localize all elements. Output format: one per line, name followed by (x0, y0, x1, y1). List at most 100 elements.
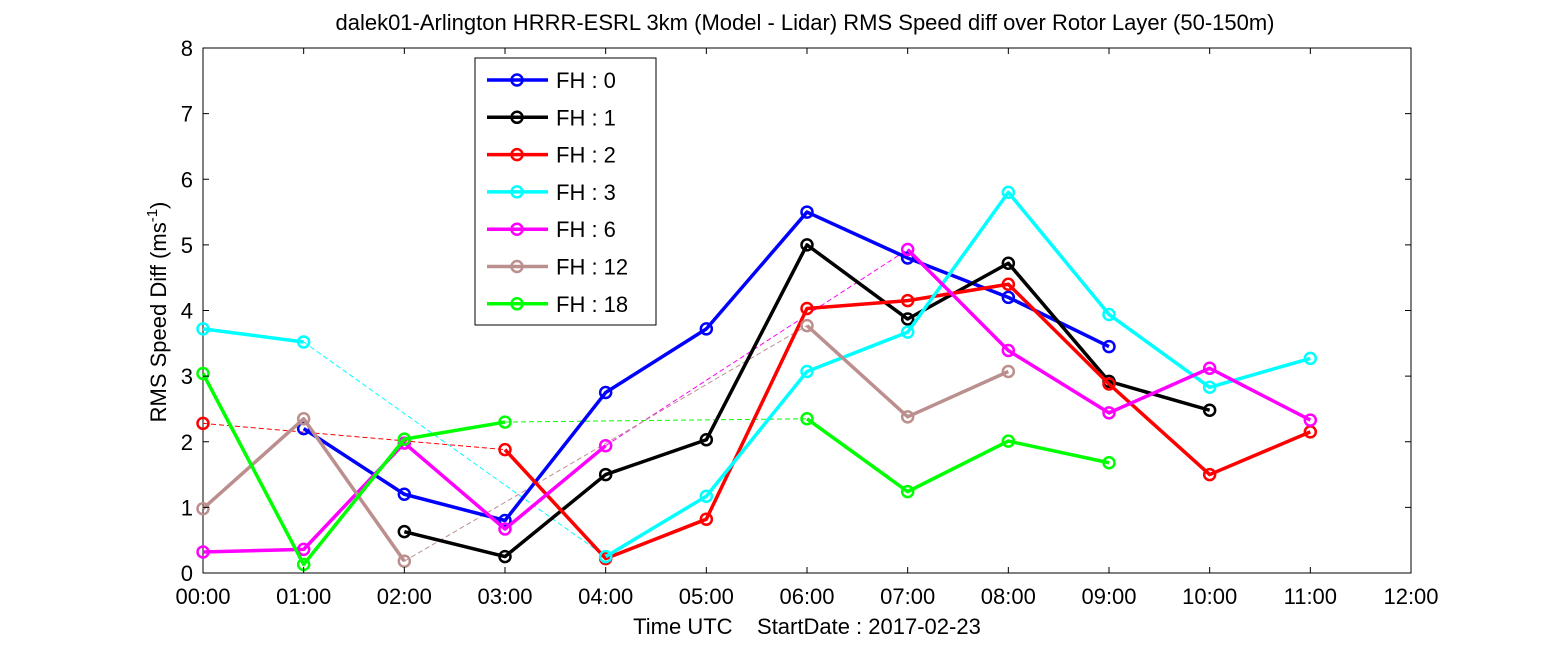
data-point (699, 433, 714, 447)
data-point (498, 415, 512, 429)
series-line (201, 372, 506, 567)
legend-label: FH : 0 (556, 68, 616, 93)
data-point (1001, 256, 1016, 270)
data-point (498, 549, 512, 564)
data-point (296, 542, 311, 557)
series-line (202, 327, 304, 344)
data-point (1202, 403, 1217, 417)
data-point (800, 238, 814, 252)
series-4 (196, 242, 1318, 559)
legend-label: FH : 12 (556, 255, 628, 280)
data-point (1202, 467, 1217, 482)
data-point (900, 312, 915, 326)
data-point (1202, 361, 1217, 375)
data-point (699, 322, 714, 336)
legend-swatch-marker (510, 297, 524, 311)
legend-label: FH : 3 (556, 180, 616, 205)
series-lines (196, 185, 1318, 572)
data-point (296, 412, 311, 426)
data-point (699, 512, 714, 526)
data-point (900, 325, 915, 339)
series-line (202, 441, 607, 554)
y-axis-title-superscript: -1 (144, 209, 161, 222)
series-line (503, 282, 1312, 561)
data-point (498, 442, 512, 457)
y-tick-label: 3 (181, 364, 193, 389)
series-line (201, 417, 406, 563)
x-tick-label: 06:00 (779, 584, 834, 609)
data-point (900, 251, 915, 265)
data-point (900, 293, 915, 308)
x-tick-label: 10:00 (1182, 584, 1237, 609)
series-6 (196, 366, 1116, 572)
data-point (1001, 277, 1016, 291)
data-point (1001, 364, 1016, 379)
legend-swatch-marker (510, 73, 524, 87)
legend: FH : 0 FH : 1 FH : 2 FH : 3 FH : 6 FH : 12 FH … (474, 57, 657, 326)
x-tick-label: 09:00 (1081, 584, 1136, 609)
x-tick-label: 12:00 (1383, 584, 1438, 609)
data-point (296, 335, 311, 349)
series-1 (397, 238, 1217, 564)
x-tick-label: 07:00 (880, 584, 935, 609)
gap-link-line (303, 341, 606, 558)
y-tick-label: 1 (181, 495, 193, 520)
data-point (1001, 290, 1016, 305)
legend-items: FH : 0 FH : 1 FH : 2 FH : 3 FH : 6 FH : 12 FH … (487, 68, 628, 317)
x-tick-label: 00:00 (175, 584, 230, 609)
data-point (1001, 185, 1016, 200)
data-point (1102, 307, 1116, 322)
axis-ticks: 00:00 01:00 02:00 03:00 04:00 05:00 06:00 07:00… (175, 36, 1438, 609)
data-point (397, 432, 412, 446)
data-point (900, 410, 915, 424)
legend-label: FH : 18 (556, 292, 628, 317)
legend-label: FH : 6 (556, 217, 616, 242)
gap-link-line (202, 422, 506, 451)
data-point (800, 301, 814, 316)
x-tick-label: 02:00 (377, 584, 432, 609)
legend-swatch-marker (510, 110, 524, 125)
y-tick-label: 0 (181, 561, 193, 586)
y-tick-label: 8 (181, 36, 193, 61)
data-point (1303, 351, 1318, 366)
y-axis-title-main: RMS Speed Diff (ms (146, 222, 171, 422)
data-point (1001, 434, 1016, 448)
y-tick-label: 7 (181, 102, 193, 127)
data-point (598, 385, 613, 400)
data-point (196, 322, 210, 336)
x-tick-label: 04:00 (578, 584, 633, 609)
data-point (1102, 456, 1116, 470)
series-line (805, 324, 1010, 419)
data-point (1303, 413, 1318, 427)
series-line (906, 248, 1312, 422)
data-point (1102, 339, 1116, 354)
series-line (805, 417, 1110, 494)
data-point (800, 412, 814, 426)
data-point (800, 364, 814, 379)
y-tick-label: 4 (181, 299, 193, 324)
gap-link-line (504, 418, 808, 423)
x-tick-label: 01:00 (276, 584, 331, 609)
data-point (196, 416, 210, 431)
data-point (498, 513, 512, 528)
y-tick-label: 5 (181, 233, 193, 258)
legend-label: FH : 1 (556, 105, 616, 130)
y-axis-title: RMS Speed Diff (ms-1) (144, 202, 171, 423)
x-tick-label: 05:00 (679, 584, 734, 609)
data-point (196, 545, 210, 559)
legend-swatch-marker (510, 222, 524, 236)
data-point (397, 524, 412, 539)
data-point (598, 467, 613, 482)
data-point (699, 489, 714, 503)
y-axis-title-close: ) (146, 202, 171, 209)
data-point (196, 366, 210, 381)
data-point (397, 487, 412, 501)
gap-link-line (404, 325, 808, 562)
legend-swatch-marker (510, 259, 524, 274)
data-point (1001, 343, 1016, 358)
data-point (1102, 406, 1116, 420)
series-line (403, 243, 1211, 559)
y-tick-label: 2 (181, 430, 193, 455)
x-tick-label: 08:00 (981, 584, 1036, 609)
